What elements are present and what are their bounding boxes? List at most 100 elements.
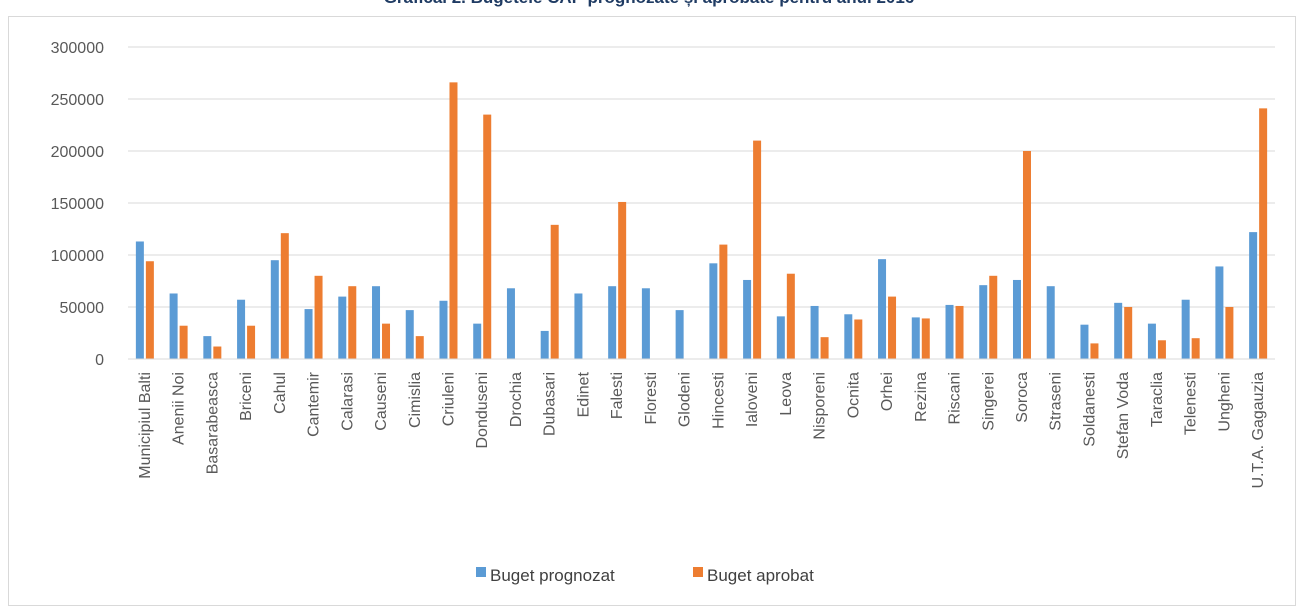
x-tick-label: Falesti [609,372,626,419]
y-tick-label: 100000 [51,248,104,265]
x-tick-label: Ungheni [1216,372,1233,432]
x-tick-label: Glodeni [677,372,694,427]
bar-prognozat-15 [641,288,650,359]
bar-aprobat-9 [449,82,458,360]
bar-aprobat-4 [280,233,289,359]
bar-aprobat-18 [753,140,762,359]
chart-title: Grafical 2. Bugetele CAP prognozate și a… [0,0,1298,8]
bar-aprobat-6 [348,286,357,359]
bar-prognozat-3 [237,299,246,359]
bar-prognozat-16 [675,310,684,359]
bar-prognozat-9 [439,300,448,359]
bar-aprobat-20 [820,337,829,359]
x-tick-label: Rezina [913,372,930,422]
bar-aprobat-28 [1090,343,1099,359]
bar-aprobat-10 [483,114,492,359]
bar-prognozat-22 [878,259,887,359]
x-tick-label: Drochia [508,372,525,427]
bar-aprobat-14 [618,201,627,359]
x-tick-label: Municipiul Balti [137,372,154,479]
bar-prognozat-14 [608,286,617,359]
bar-aprobat-8 [415,336,424,359]
y-tick-label: 0 [95,352,104,369]
bar-prognozat-26 [1012,279,1021,359]
x-tick-label: Donduseni [474,372,491,449]
bar-aprobat-12 [550,224,559,359]
bar-prognozat-19 [776,316,785,359]
bar-aprobat-17 [719,244,728,359]
x-axis-ticks: Municipiul Balti Anenii Noi Basarabeasca Br… [137,371,1267,488]
bar-prognozat-33 [1249,232,1258,359]
x-tick-label: Riscani [947,372,964,424]
bar-aprobat-25 [989,275,998,359]
bar-prognozat-27 [1046,286,1055,359]
bars [135,82,1268,360]
bar-aprobat-19 [786,273,795,359]
bar-aprobat-21 [854,319,863,359]
legend-label: Buget aprobat [707,566,814,585]
x-tick-label: Cantemir [306,371,323,437]
gridlines [128,46,1275,308]
bar-aprobat-32 [1225,307,1234,359]
x-tick-label: Taraclia [1149,372,1166,427]
x-tick-label: Floresti [643,372,660,424]
bar-aprobat-30 [1157,340,1166,359]
bar-prognozat-8 [405,310,414,359]
bar-aprobat-29 [1124,307,1133,359]
bar-prognozat-11 [506,288,515,359]
bar-aprobat-0 [145,261,154,359]
bar-prognozat-17 [709,263,718,359]
bar-prognozat-5 [304,309,313,359]
x-tick-label: Cahul [272,372,289,414]
bar-aprobat-33 [1259,108,1268,359]
bar-aprobat-7 [382,323,391,359]
bar-prognozat-23 [911,317,920,359]
y-axis-ticks: 0 50000 100000 150000 200000 250000 300000 [51,40,104,369]
y-tick-label: 150000 [51,196,104,213]
bar-prognozat-18 [743,279,752,359]
bar-prognozat-28 [1080,324,1089,359]
x-tick-label: Singerei [980,372,997,431]
bar-prognozat-31 [1181,299,1190,359]
bar-prognozat-6 [338,296,347,359]
x-tick-label: Cimislia [407,372,424,428]
x-tick-label: Edinet [575,371,592,417]
y-tick-label: 250000 [51,92,104,109]
bar-aprobat-2 [213,346,222,359]
x-tick-label: Straseni [1048,372,1065,431]
bar-prognozat-2 [203,336,212,359]
x-tick-label: Soroca [1014,372,1031,423]
x-tick-label: Ialoveni [744,372,761,427]
x-tick-label: Stefan Voda [1115,372,1132,459]
y-tick-label: 200000 [51,144,104,161]
bar-aprobat-23 [921,318,930,359]
x-tick-label: Telenesti [1183,372,1200,435]
y-tick-label: 50000 [60,300,105,317]
bar-prognozat-1 [169,293,178,359]
bar-aprobat-22 [888,296,897,359]
x-tick-label: Orhei [879,372,896,411]
bar-aprobat-26 [1022,151,1031,359]
x-tick-label: Briceni [238,372,255,421]
x-tick-label: Criuleni [440,372,457,426]
chart-frame [8,16,1296,606]
bar-aprobat-3 [247,325,256,359]
legend-label: Buget prognozat [490,566,615,585]
legend-swatch [476,567,486,577]
bar-aprobat-5 [314,275,323,359]
bar-prognozat-29 [1114,302,1123,359]
x-tick-label: Soldanesti [1081,372,1098,447]
bar-prognozat-30 [1147,323,1156,359]
bar-prognozat-20 [810,305,819,359]
bar-aprobat-24 [955,305,964,359]
bar-prognozat-25 [979,285,988,359]
legend-swatch [693,567,703,577]
x-tick-label: Nisporeni [812,372,829,440]
bar-aprobat-1 [179,325,188,359]
y-tick-label: 300000 [51,40,104,57]
bar-prognozat-10 [473,323,482,359]
legend: Buget prognozat Buget aprobat [476,566,814,585]
x-tick-label: Leova [778,372,795,416]
bar-prognozat-13 [574,293,583,359]
